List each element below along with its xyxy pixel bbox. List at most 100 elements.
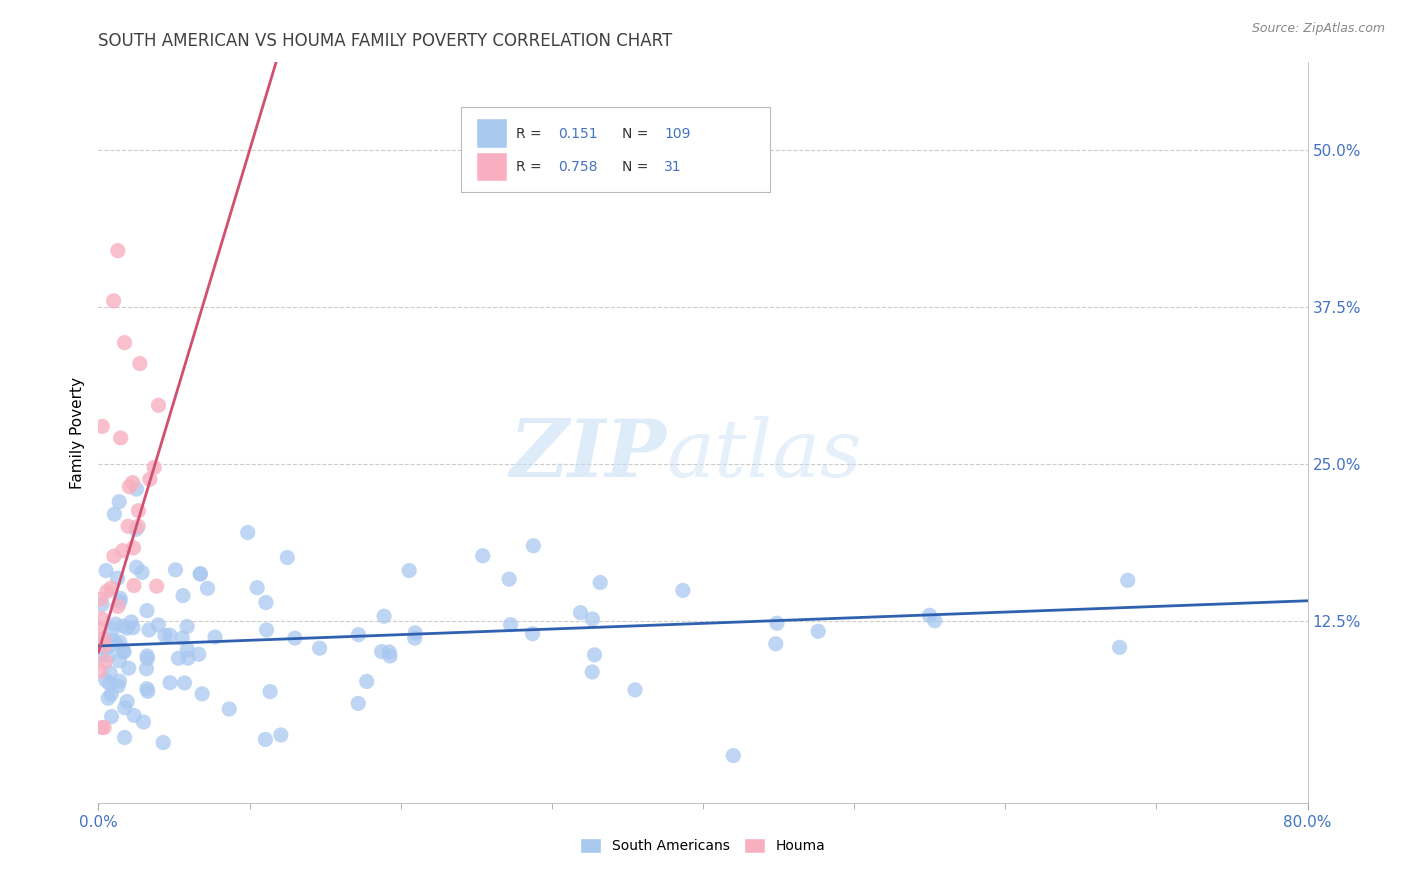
Point <box>94 564 117 578</box>
Point <box>1116 574 1139 588</box>
Point <box>94 654 117 668</box>
Point <box>107 244 129 258</box>
Point <box>103 293 125 308</box>
Point <box>204 630 226 644</box>
Point <box>122 621 145 635</box>
Point <box>105 638 128 652</box>
Point <box>98 665 121 680</box>
Point <box>136 604 159 618</box>
Point <box>404 631 426 645</box>
Point <box>122 578 145 592</box>
Point <box>370 644 392 658</box>
Point <box>103 549 125 564</box>
Point <box>108 635 131 649</box>
Point <box>284 631 307 645</box>
Text: 31: 31 <box>664 160 682 174</box>
Point <box>111 543 134 558</box>
Point <box>100 709 122 723</box>
Point <box>139 472 162 486</box>
Text: ZIP: ZIP <box>510 416 666 493</box>
Point <box>522 626 544 640</box>
Point <box>90 611 112 625</box>
Point <box>254 595 277 609</box>
Point <box>918 608 941 623</box>
Point <box>569 606 592 620</box>
Point <box>108 654 131 668</box>
Text: R =: R = <box>516 127 541 141</box>
Point <box>96 634 118 648</box>
Point <box>270 728 292 742</box>
Point <box>112 645 135 659</box>
Point <box>581 612 603 626</box>
Text: 0.758: 0.758 <box>558 160 598 174</box>
FancyBboxPatch shape <box>477 120 508 147</box>
Point <box>135 662 157 676</box>
Point <box>89 621 111 635</box>
Legend: South Americans, Houma: South Americans, Houma <box>575 833 831 859</box>
Point <box>589 575 612 590</box>
Point <box>148 398 170 412</box>
Point <box>167 651 190 665</box>
Point <box>121 475 143 490</box>
Point <box>173 676 195 690</box>
Point <box>110 431 132 445</box>
Point <box>125 560 148 574</box>
Point <box>308 641 330 656</box>
Text: 109: 109 <box>664 127 690 141</box>
Point <box>101 633 124 648</box>
Point <box>127 504 149 518</box>
Point <box>91 598 114 612</box>
Point <box>236 525 259 540</box>
Point <box>89 664 111 678</box>
Point <box>378 648 401 663</box>
Point <box>90 636 112 650</box>
Point <box>94 639 117 653</box>
Point <box>114 731 136 745</box>
Point <box>723 748 745 763</box>
Point <box>143 460 166 475</box>
FancyBboxPatch shape <box>477 153 508 181</box>
Point <box>136 651 159 665</box>
Text: R =: R = <box>516 160 541 174</box>
Point <box>581 665 603 679</box>
Point <box>924 614 946 628</box>
Y-axis label: Family Poverty: Family Poverty <box>69 376 84 489</box>
Point <box>125 522 148 536</box>
Point <box>347 697 370 711</box>
Text: N =: N = <box>621 127 648 141</box>
Point <box>131 566 153 580</box>
Point <box>197 582 219 596</box>
Point <box>765 637 787 651</box>
Point <box>256 623 278 637</box>
Point <box>404 626 426 640</box>
Point <box>90 592 112 607</box>
Point <box>218 702 240 716</box>
Point <box>127 519 149 533</box>
Point <box>96 584 118 599</box>
Point <box>276 550 298 565</box>
Point <box>356 674 378 689</box>
Point <box>172 631 194 645</box>
Point <box>398 564 420 578</box>
Point <box>97 691 120 706</box>
Point <box>766 616 789 631</box>
Point <box>498 572 520 586</box>
Point <box>471 549 494 563</box>
Point <box>110 591 132 606</box>
Point <box>122 708 145 723</box>
Point <box>191 687 214 701</box>
Point <box>148 618 170 632</box>
Point <box>118 661 141 675</box>
Point <box>103 507 125 521</box>
Text: atlas: atlas <box>666 416 862 493</box>
Point <box>1108 640 1130 655</box>
Point <box>115 694 138 708</box>
Point <box>583 648 606 662</box>
Point <box>112 619 135 633</box>
Text: SOUTH AMERICAN VS HOUMA FAMILY POVERTY CORRELATION CHART: SOUTH AMERICAN VS HOUMA FAMILY POVERTY C… <box>98 32 672 50</box>
Point <box>98 676 121 690</box>
FancyBboxPatch shape <box>461 107 769 192</box>
Point <box>188 566 211 581</box>
Point <box>159 628 181 642</box>
Point <box>807 624 830 639</box>
